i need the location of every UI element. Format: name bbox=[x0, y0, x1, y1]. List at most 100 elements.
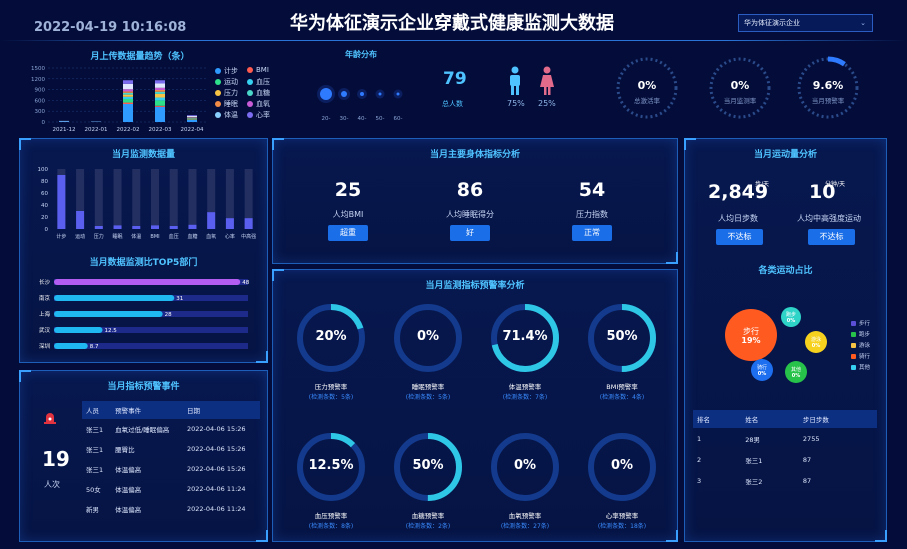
top5-label: 深圳 bbox=[39, 342, 51, 350]
age-tick-label: 20- bbox=[322, 116, 331, 122]
exercise-share-title: 各类运动占比 bbox=[758, 266, 813, 276]
indicator-status-button[interactable]: 好 bbox=[450, 225, 490, 241]
x-tick-label: 血氧 bbox=[206, 233, 216, 240]
legend-swatch bbox=[851, 343, 856, 348]
male-percent: 75% bbox=[507, 99, 525, 108]
rank-header-cell: 姓名 bbox=[741, 410, 799, 428]
upload-bar-segment bbox=[155, 87, 165, 90]
top5-bar bbox=[54, 279, 241, 285]
volume-bar bbox=[244, 218, 253, 229]
x-tick-label: 2021-12 bbox=[53, 127, 76, 133]
ring-chart bbox=[394, 433, 462, 501]
x-tick-label: BMI bbox=[150, 234, 159, 240]
age-tick-label: 40- bbox=[358, 116, 367, 122]
table-row[interactable]: 新男 体温偏高 2022-04-06 11:24 bbox=[82, 499, 260, 519]
gauge-track bbox=[709, 57, 771, 119]
ring-label: 体温预警率 bbox=[508, 383, 542, 391]
rank-cell: 张三1 bbox=[745, 456, 763, 465]
upload-trend-title: 月上传数据量趋势（条） bbox=[90, 52, 190, 62]
indicator-label: 人均睡眠得分 bbox=[446, 210, 494, 219]
events-header-cell: 日期 bbox=[182, 401, 260, 419]
age-bubble bbox=[320, 88, 332, 100]
ring-sublabel: (检测条数：5条) bbox=[308, 394, 354, 401]
rate-gauge: 0% 当月监测率 bbox=[707, 55, 773, 121]
events-cell: 腰臀比 bbox=[115, 446, 135, 454]
x-tick-label: 计步 bbox=[56, 233, 66, 240]
events-cell: 2022-04-06 15:26 bbox=[186, 445, 246, 453]
events-header-cell: 人员 bbox=[82, 401, 112, 419]
bubble-value: 0% bbox=[811, 343, 821, 349]
bubble-value: 0% bbox=[786, 318, 796, 324]
company-select-value: 华为体征演示企业 bbox=[744, 19, 800, 27]
exercise-bubble: 骑行 0% bbox=[751, 359, 773, 381]
warning-rate-ring: 20% 压力预警率 (检测条数：5条) bbox=[295, 302, 367, 412]
table-row[interactable]: 2 张三1 87 bbox=[693, 449, 877, 470]
top5-track bbox=[54, 343, 248, 349]
legend-label: BMI bbox=[256, 66, 269, 74]
table-row[interactable]: 张三1 体温偏高 2022-04-06 15:26 bbox=[82, 459, 260, 479]
intensity-status-button[interactable]: 不达标 bbox=[808, 229, 855, 245]
table-row[interactable]: 张三1 腰臀比 2022-04-06 15:26 bbox=[82, 439, 260, 459]
upload-bar-segment bbox=[59, 121, 69, 122]
ring-sublabel: (检测条数：8条) bbox=[308, 523, 354, 530]
upload-bar-segment bbox=[187, 118, 197, 120]
upload-bar-segment bbox=[155, 83, 165, 88]
company-select[interactable]: 华为体征演示企业 ⌄ bbox=[738, 14, 873, 32]
ring-fill bbox=[588, 304, 656, 372]
upload-bar-segment bbox=[123, 98, 133, 103]
legend-swatch bbox=[215, 68, 221, 74]
upload-bar-segment bbox=[123, 102, 133, 104]
ring-value: 20% bbox=[315, 329, 347, 344]
legend-label: 骑行 bbox=[859, 354, 871, 360]
indicator-value: 54 bbox=[578, 179, 606, 201]
ring-value: 0% bbox=[610, 458, 634, 473]
volume-bar bbox=[113, 225, 122, 229]
rank-cell: 3 bbox=[697, 476, 702, 485]
ring-chart bbox=[394, 304, 462, 372]
gauge-value: 0% bbox=[730, 79, 750, 92]
warning-rate-ring: 71.4% 体温预警率 (检测条数：7条) bbox=[489, 302, 561, 412]
male-icon bbox=[507, 66, 523, 96]
ring-sublabel: (检测条数：4条) bbox=[599, 394, 645, 401]
table-row[interactable]: 1 28男 2755 bbox=[693, 428, 877, 449]
age-tick-label: 30- bbox=[340, 116, 349, 122]
female-percent: 25% bbox=[538, 99, 556, 108]
warning-rate-ring: 0% 血氧预警率 (检测条数：27条) bbox=[489, 431, 561, 541]
legend-label: 血压 bbox=[256, 78, 270, 86]
ring-chart bbox=[297, 304, 365, 372]
upload-bar-segment bbox=[187, 119, 197, 122]
volume-bar bbox=[188, 224, 197, 229]
upload-bar-segment bbox=[155, 89, 165, 92]
y-tick-label: 20 bbox=[41, 215, 48, 221]
indicator-label: 人均BMI bbox=[332, 210, 364, 219]
header-datetime: 2022-04-19 10:16:08 bbox=[34, 20, 187, 35]
volume-bar-track bbox=[94, 169, 103, 229]
indicator-label: 压力指数 bbox=[576, 210, 608, 219]
table-row[interactable]: 3 张三2 87 bbox=[693, 470, 877, 491]
monthly-volume-chart: 100 80 60 40 20 0 计步 运动 压力 睡眠 体温 BMI 血压 血糖 血氧 心率 中高强 bbox=[38, 167, 257, 240]
volume-bar-track bbox=[207, 169, 216, 229]
x-tick-label: 2022-01 bbox=[85, 127, 108, 133]
x-tick-label: 中高强 bbox=[241, 233, 256, 240]
indicator-status-button[interactable]: 正常 bbox=[572, 225, 612, 241]
gauge-fill bbox=[796, 56, 860, 120]
exercise-bubble: 游泳 0% bbox=[805, 331, 827, 353]
legend-label: 步行 bbox=[859, 321, 871, 327]
legend-item: 游泳 bbox=[851, 341, 870, 349]
ring-label: 血糖预警率 bbox=[411, 512, 445, 520]
page-title: 华为体征演示企业穿戴式健康监测大数据 bbox=[290, 13, 614, 34]
exercise-bubble: 跑步 0% bbox=[781, 307, 801, 327]
warning-rate-ring: 50% BMI预警率 (检测条数：4条) bbox=[586, 302, 658, 412]
indicator-status-button[interactable]: 超重 bbox=[328, 225, 368, 241]
events-panel: 当月指标预警事件 19 人次 人员 预警事件 日期 张三1 血氧过低/睡眠偏高 2022… bbox=[19, 370, 268, 542]
steps-status-button[interactable]: 不达标 bbox=[716, 229, 763, 245]
table-row[interactable]: 张三1 血氧过低/睡眠偏高 2022-04-06 15:26 bbox=[82, 419, 260, 439]
y-tick-label: 100 bbox=[38, 167, 49, 173]
events-unit: 人次 bbox=[44, 480, 60, 489]
upload-bar-segment bbox=[123, 91, 133, 93]
top5-bar bbox=[54, 295, 175, 301]
x-tick-label: 体温 bbox=[131, 233, 141, 240]
table-row[interactable]: 50女 体温偏高 2022-04-06 11:24 bbox=[82, 479, 260, 499]
upload-bar-segment bbox=[187, 115, 197, 117]
age-bubble bbox=[378, 92, 382, 96]
